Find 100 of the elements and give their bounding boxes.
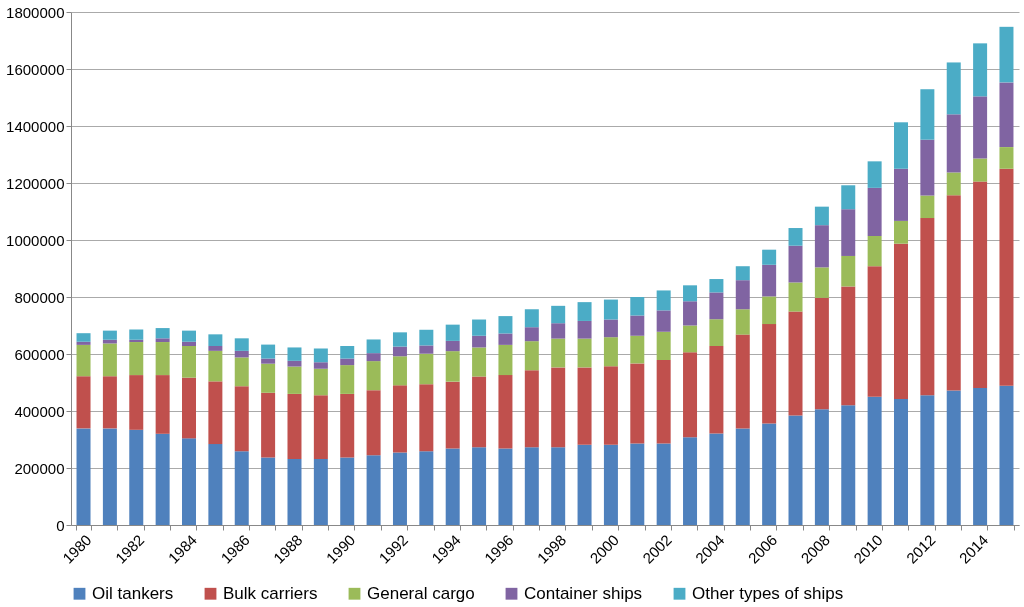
bar [182, 377, 197, 439]
bar [893, 168, 908, 221]
bar [524, 447, 539, 525]
bar [76, 341, 91, 345]
bar [524, 341, 539, 371]
bar [287, 347, 302, 361]
bar [287, 366, 302, 394]
bar [340, 365, 355, 394]
bar [287, 360, 302, 367]
bar [709, 279, 724, 293]
bar [893, 122, 908, 169]
bar [893, 220, 908, 244]
bar [709, 433, 724, 525]
bar [261, 457, 276, 525]
y-tick-label: 1800000 [6, 3, 65, 21]
bar [893, 399, 908, 525]
bar [603, 444, 618, 525]
legend-label: Container ships [524, 583, 643, 603]
bar [498, 344, 513, 376]
bar [208, 350, 223, 382]
bar [788, 415, 803, 525]
y-tick-label: 1400000 [6, 117, 65, 135]
bar [498, 333, 513, 345]
bar [814, 267, 829, 298]
bar [946, 172, 961, 196]
bar [102, 330, 117, 340]
bar [814, 225, 829, 268]
bar [656, 310, 671, 332]
bar [234, 386, 249, 452]
bar [656, 443, 671, 525]
bar [630, 315, 645, 336]
bar [999, 147, 1014, 169]
bar [340, 393, 355, 458]
bar [762, 324, 777, 424]
bar [129, 329, 144, 340]
bar [841, 185, 856, 210]
bar [234, 350, 249, 358]
bar [788, 245, 803, 283]
bar [419, 345, 434, 354]
bar [287, 393, 302, 459]
bar [498, 316, 513, 334]
bar [551, 305, 566, 324]
bar [340, 457, 355, 525]
bar [155, 433, 170, 525]
bar [551, 367, 566, 448]
bar [366, 361, 381, 391]
bar [867, 266, 882, 397]
bar [313, 395, 328, 459]
bar [920, 89, 935, 140]
bar [234, 451, 249, 525]
bar [762, 249, 777, 265]
bar [630, 335, 645, 364]
bar [419, 329, 434, 346]
bar [973, 387, 988, 525]
bar [630, 443, 645, 525]
bar [261, 358, 276, 364]
bar [155, 338, 170, 343]
bar [419, 451, 434, 525]
bar [392, 332, 407, 347]
bar [683, 285, 698, 302]
bar [524, 309, 539, 328]
bar [999, 385, 1014, 525]
bar [577, 302, 592, 321]
bar [630, 297, 645, 316]
bar [392, 452, 407, 525]
bar [366, 455, 381, 525]
bar [498, 448, 513, 525]
bar [867, 236, 882, 267]
bar [551, 447, 566, 525]
y-tick-label: 600000 [14, 345, 65, 363]
bar [472, 376, 487, 448]
bar [208, 381, 223, 445]
bar [814, 297, 829, 410]
bar [946, 62, 961, 115]
bar [656, 331, 671, 360]
bar [445, 351, 460, 382]
bar [340, 346, 355, 359]
bar [129, 342, 144, 376]
bar [973, 181, 988, 388]
bar [76, 428, 91, 525]
bar [551, 338, 566, 368]
y-tick-label: 1200000 [6, 174, 65, 192]
bar [867, 396, 882, 525]
bar [577, 367, 592, 445]
bar [182, 438, 197, 525]
bar [709, 346, 724, 434]
bar [920, 395, 935, 525]
bar [735, 334, 750, 429]
bar [182, 330, 197, 342]
y-tick-label: 400000 [14, 402, 65, 420]
bar [920, 195, 935, 219]
bar [129, 375, 144, 430]
y-tick-label: 1000000 [6, 231, 65, 249]
bar [683, 325, 698, 353]
bar [445, 324, 460, 341]
bar [551, 323, 566, 339]
bar [788, 282, 803, 312]
bar [814, 206, 829, 226]
bar [76, 344, 91, 377]
bar [366, 339, 381, 354]
